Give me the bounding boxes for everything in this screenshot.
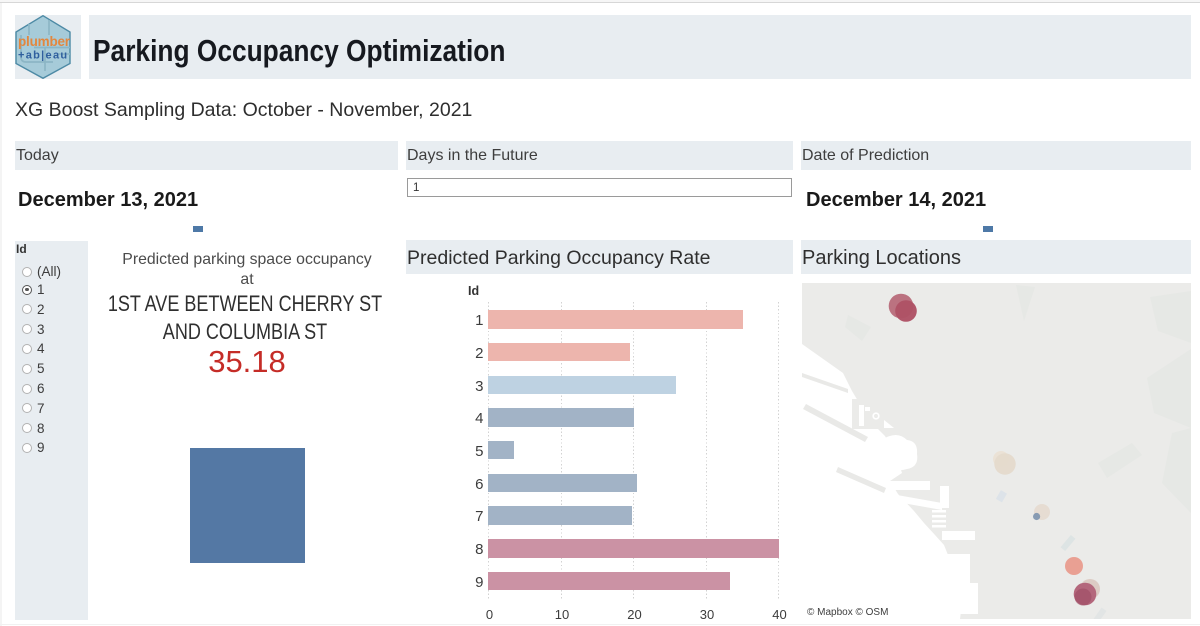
svg-text:+ab|eau: +ab|eau — [18, 50, 68, 62]
svg-text:plumber: plumber — [18, 34, 71, 49]
svg-text:© Mapbox © OSM: © Mapbox © OSM — [807, 607, 888, 618]
